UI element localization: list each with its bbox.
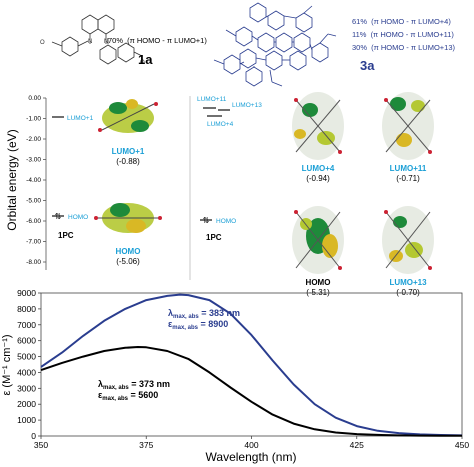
state-label-right: 1PC bbox=[206, 233, 222, 242]
orbital-value-lumo1: (-0.88) bbox=[116, 157, 140, 166]
level-label-homo: HOMO bbox=[68, 214, 88, 221]
spectrum-series bbox=[40, 293, 463, 437]
energy-tick-label: -8.00 bbox=[26, 259, 41, 266]
transition-3a-row: 30% (π HOMO - π LUMO+13) bbox=[352, 43, 456, 52]
orbital-name-homo-3a: HOMO bbox=[306, 278, 331, 287]
structure-3a bbox=[213, 2, 337, 87]
annotation-lambda-black: λmax, abs = 373 nm bbox=[98, 379, 170, 391]
orbital-name-lumo4: LUMO+4 bbox=[302, 164, 335, 173]
orbital-value-lumo4: (-0.94) bbox=[306, 174, 330, 183]
orbital-image-lumo1 bbox=[98, 99, 158, 133]
annotation-epsilon-black: εmax, abs = 5600 bbox=[98, 390, 158, 402]
orbital-name-homo: HOMO bbox=[116, 247, 141, 256]
compound-label-1a: 1a bbox=[138, 52, 153, 67]
level-label-homo-3a: HOMO bbox=[216, 218, 236, 225]
transition-1a-pct: 70% bbox=[108, 36, 123, 45]
transition-3a-row: 11% (π HOMO - π LUMO+11) bbox=[352, 30, 454, 39]
y-tick-label: 9000 bbox=[17, 288, 36, 298]
spectrum-x-label: Wavelength (nm) bbox=[206, 450, 297, 464]
y-tick-label: 0 bbox=[31, 431, 36, 441]
transition-3a-pct: 11% bbox=[352, 30, 367, 39]
energy-tick-label: -5.00 bbox=[26, 198, 41, 205]
y-tick-label: 6000 bbox=[17, 336, 36, 346]
x-tick-label: 400 bbox=[244, 440, 258, 450]
spin-arrows-icon: ⇅ bbox=[203, 216, 210, 225]
transitions-3a: 61% (π HOMO - π LUMO+4) 11% (π HOMO - π … bbox=[352, 17, 456, 52]
orbital-image-lumo4 bbox=[292, 92, 344, 160]
orbital-value-homo-3a: (-5.31) bbox=[306, 288, 330, 297]
y-tick-label: 7000 bbox=[17, 320, 36, 330]
annotation-epsilon-blue: εmax, abs = 8900 bbox=[168, 319, 228, 331]
x-tick-label: 425 bbox=[350, 440, 364, 450]
series-line-1 bbox=[40, 346, 462, 437]
energy-tick-label: -3.00 bbox=[26, 157, 41, 164]
transition-3a-text: (π HOMO - π LUMO+13) bbox=[371, 43, 455, 52]
orbital-name-lumo1: LUMO+1 bbox=[112, 147, 145, 156]
spectrum-y-ticks: 0 1000 2000 3000 4000 5000 6000 7000 8000 9000 bbox=[17, 288, 41, 441]
y-tick-label: 2000 bbox=[17, 399, 36, 409]
transition-3a-row: 61% (π HOMO - π LUMO+4) bbox=[352, 17, 451, 26]
transition-3a-text: (π HOMO - π LUMO+11) bbox=[371, 30, 455, 39]
transition-3a-pct: 30% bbox=[352, 43, 367, 52]
svg-text:N: N bbox=[104, 39, 108, 45]
transition-1a: 70% (π HOMO - π LUMO+1) bbox=[108, 36, 207, 45]
energy-tick-label: -4.00 bbox=[26, 177, 41, 184]
energy-tick-label: 0.00 bbox=[28, 95, 41, 102]
y-tick-label: 8000 bbox=[17, 304, 36, 314]
level-label-lumo11: LUMO+11 bbox=[197, 96, 227, 103]
y-tick-label: 1000 bbox=[17, 415, 36, 425]
spectrum-y-label: ε (M⁻¹ cm⁻¹) bbox=[1, 334, 13, 395]
absorption-chart: 0 1000 2000 3000 4000 5000 6000 7000 8000 9000 35… bbox=[1, 288, 469, 464]
energy-tick-label: -7.00 bbox=[26, 239, 41, 246]
y-tick-label: 3000 bbox=[17, 383, 36, 393]
orbital-value-lumo13: (-0.70) bbox=[396, 288, 420, 297]
orbital-image-lumo13 bbox=[382, 206, 434, 274]
series-line-0 bbox=[40, 293, 463, 437]
energy-y-label: Orbital energy (eV) bbox=[5, 129, 19, 230]
svg-text:O: O bbox=[140, 60, 145, 66]
transition-3a-text: (π HOMO - π LUMO+4) bbox=[371, 17, 451, 26]
transition-1a-text: (π HOMO - π LUMO+1) bbox=[127, 36, 207, 45]
annotation-lambda-blue: λmax, abs = 383 nm bbox=[168, 308, 240, 320]
y-tick-label: 4000 bbox=[17, 367, 36, 377]
energy-tick-label: -1.00 bbox=[26, 116, 41, 123]
spectrum-x-ticks: 350 375 400 425 450 bbox=[34, 436, 469, 450]
plot-frame bbox=[40, 292, 463, 437]
level-label-lumo4: LUMO+4 bbox=[207, 121, 234, 128]
level-label-lumo1: LUMO+1 bbox=[67, 115, 94, 122]
x-tick-label: 375 bbox=[139, 440, 153, 450]
energy-ticks: 0.00 -1.00 -2.00 -3.00 -4.00 -5.00 -6.00 -7.00 -… bbox=[26, 95, 46, 266]
x-tick-label: 450 bbox=[455, 440, 469, 450]
level-label-lumo13: LUMO+13 bbox=[232, 102, 262, 109]
y-tick-label: 5000 bbox=[17, 352, 36, 362]
energy-diagram: Orbital energy (eV) 0.00 -1.00 -2.00 -3.00 -… bbox=[5, 92, 434, 297]
spin-arrows-icon: ⇅ bbox=[55, 212, 62, 221]
orbital-name-lumo11: LUMO+11 bbox=[390, 164, 427, 173]
transition-3a-pct: 61% bbox=[352, 17, 367, 26]
orbital-image-lumo11 bbox=[382, 92, 434, 160]
orbital-value-lumo11: (-0.71) bbox=[396, 174, 420, 183]
energy-tick-label: -2.00 bbox=[26, 136, 41, 143]
svg-text:N: N bbox=[88, 39, 92, 45]
svg-text:O: O bbox=[40, 40, 45, 46]
compound-label-3a: 3a bbox=[360, 58, 375, 73]
orbital-name-lumo13: LUMO+13 bbox=[389, 278, 427, 287]
structure-1a: N N O O bbox=[40, 14, 145, 66]
x-tick-label: 350 bbox=[34, 440, 48, 450]
orbital-image-homo bbox=[94, 203, 162, 233]
orbital-value-homo: (-5.06) bbox=[116, 257, 140, 266]
energy-tick-label: -6.00 bbox=[26, 218, 41, 225]
state-label-left: 1PC bbox=[58, 231, 74, 240]
orbital-image-homo-3a bbox=[292, 206, 344, 274]
